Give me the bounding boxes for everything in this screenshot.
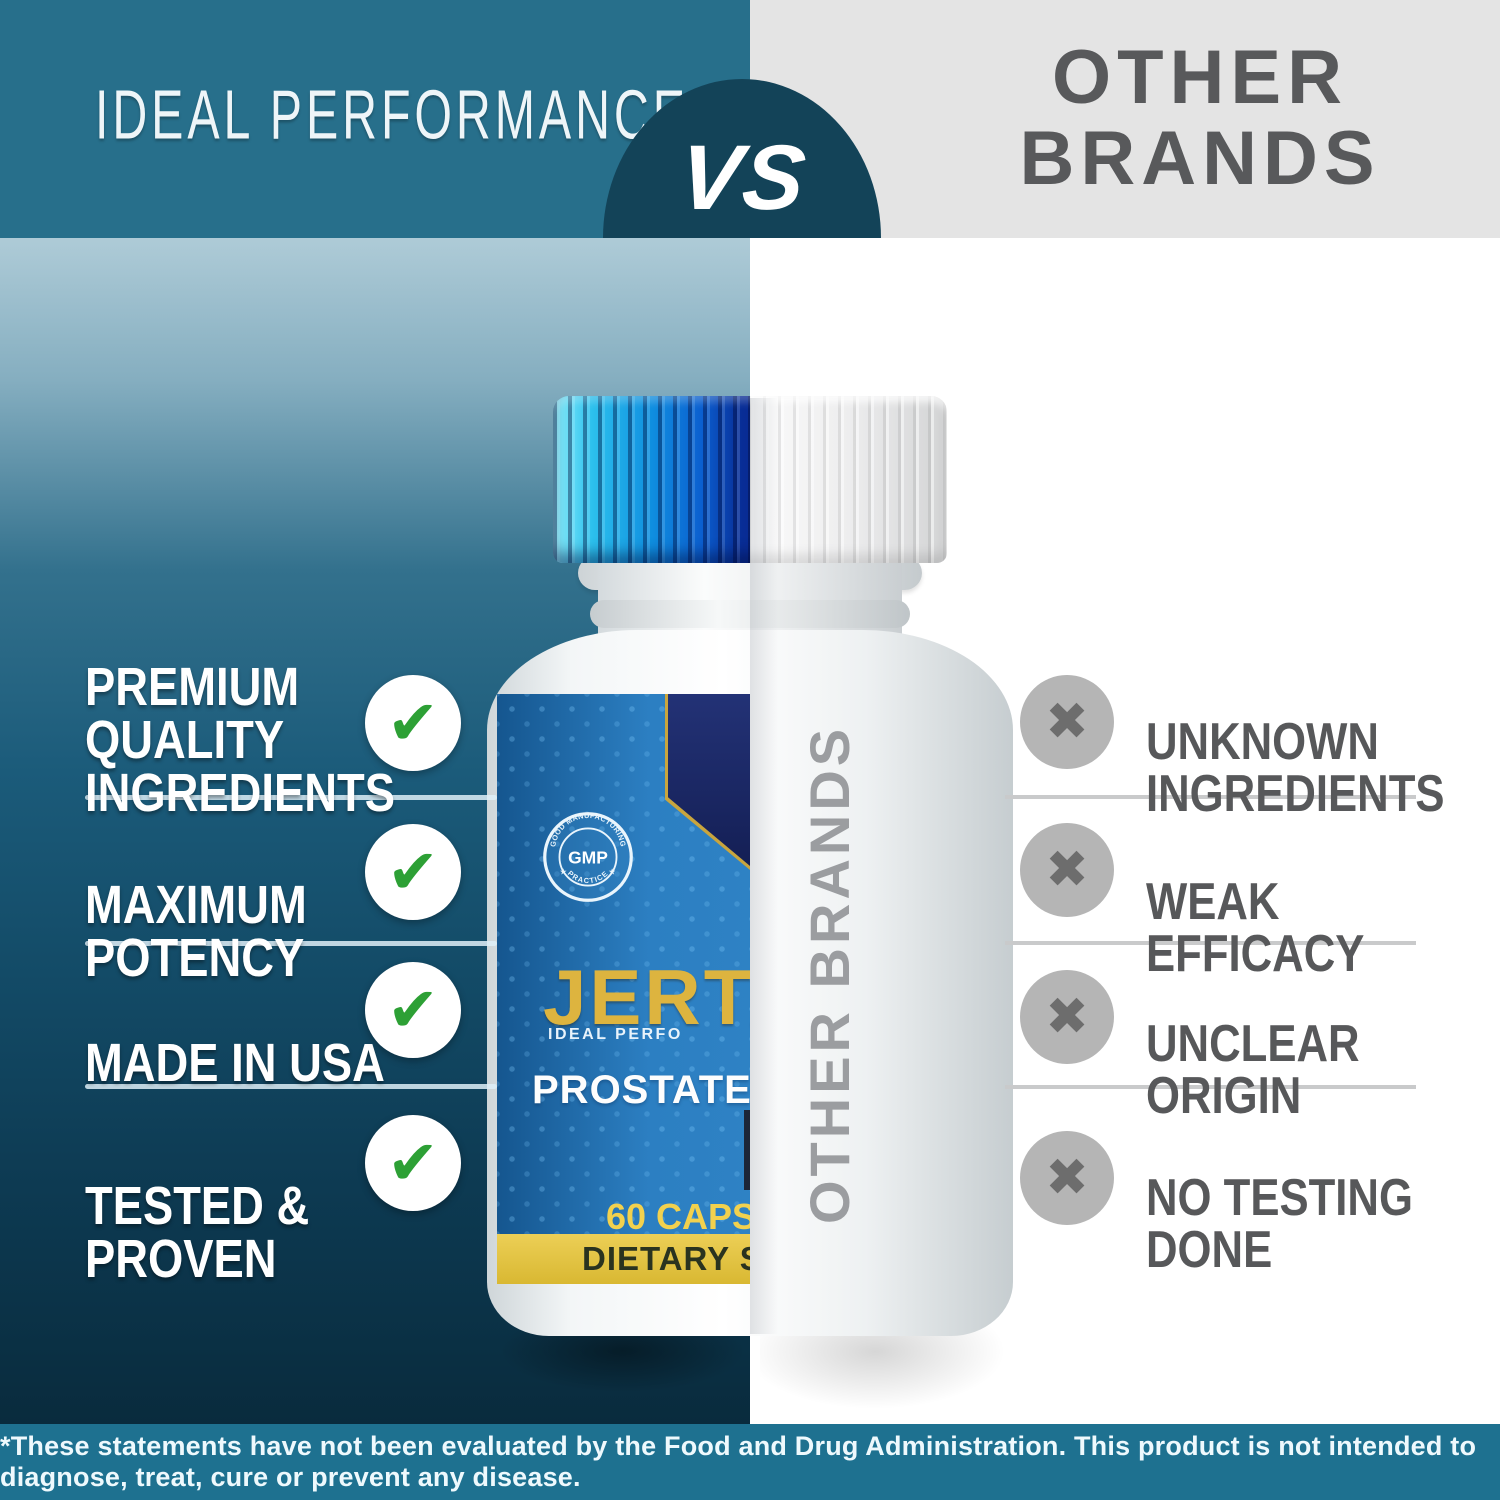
bottle-split-shading xyxy=(750,398,778,1334)
generic-bottle-half: OTHER BRANDS xyxy=(750,0,1500,1500)
cross-icon: ✖ xyxy=(1020,675,1114,769)
disclaimer-text: *These statements have not been evaluate… xyxy=(0,1431,1477,1492)
brand-name: JERTA xyxy=(543,953,750,1041)
check-icon: ✔ xyxy=(365,1115,461,1211)
left-feature-4: TESTED & PROVEN xyxy=(85,1175,310,1289)
product-name: PROSTATE S xyxy=(532,1068,750,1112)
generic-bottle-thread-ring xyxy=(750,600,910,628)
label-ribbon-sliver xyxy=(744,1110,750,1190)
vs-label: VS xyxy=(674,127,812,229)
left-divider-3 xyxy=(85,1084,497,1089)
right-drawback-1: UNKNOWN INGREDIENTS xyxy=(1146,713,1445,823)
generic-bottle-cap-white xyxy=(750,396,947,563)
left-divider-1 xyxy=(85,795,497,800)
branded-bottle-half: GOOD MANUFACTURING PRACTICE GMP ★ ★ JERT… xyxy=(487,396,750,1394)
left-feature-1: PREMIUM QUALITY INGREDIENTS xyxy=(85,656,395,823)
gmp-star-left: ★ xyxy=(559,867,566,876)
check-icon: ✔ xyxy=(365,675,461,771)
bottle-cap-blue xyxy=(553,396,750,563)
left-feature-3: MADE IN USA xyxy=(85,1032,385,1093)
gmp-center-text: GMP xyxy=(568,847,608,867)
cross-icon: ✖ xyxy=(1020,823,1114,917)
cross-icon: ✖ xyxy=(1020,1131,1114,1225)
check-icon: ✔ xyxy=(365,962,461,1058)
right-divider-3 xyxy=(1005,1085,1416,1089)
check-icon: ✔ xyxy=(365,824,461,920)
right-column-title: OTHER BRANDS xyxy=(1019,35,1381,201)
right-drawback-3: UNCLEAR ORIGIN xyxy=(1146,1015,1360,1125)
disclaimer-band: *These statements have not been evaluate… xyxy=(0,1424,1500,1500)
cross-icon: ✖ xyxy=(1020,970,1114,1064)
label-yellow-band xyxy=(497,1234,750,1284)
left-divider-2 xyxy=(85,941,497,946)
right-drawback-2: WEAK EFFICACY xyxy=(1146,873,1365,983)
right-divider-1 xyxy=(1005,795,1416,799)
gmp-badge-icon: GOOD MANUFACTURING PRACTICE GMP ★ ★ xyxy=(543,811,633,902)
other-brands-vertical-text: OTHER BRANDS xyxy=(798,724,861,1224)
capsule-count: 60 CAPSU xyxy=(606,1196,750,1237)
generic-bottle-body xyxy=(750,630,1013,1336)
supplement-band-text: DIETARY SU xyxy=(582,1240,750,1277)
bottle-thread-ring xyxy=(590,600,750,628)
right-drawback-4: NO TESTING DONE xyxy=(1146,1169,1413,1279)
right-divider-2 xyxy=(1005,941,1416,945)
brand-tagline: IDEAL PERFO xyxy=(548,1026,683,1043)
left-column-title: IDEAL PERFORMANCE xyxy=(95,77,689,155)
left-feature-2: MAXIMUM POTENCY xyxy=(85,874,307,988)
gmp-star-right: ★ xyxy=(608,867,615,876)
